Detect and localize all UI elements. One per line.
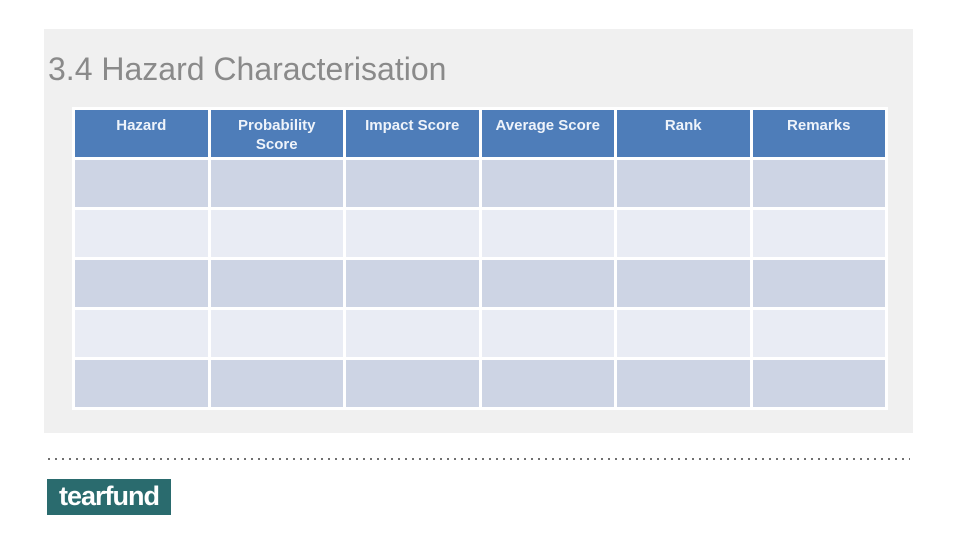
table-row xyxy=(75,210,885,257)
table-cell xyxy=(210,360,343,407)
table-cell xyxy=(617,360,750,407)
table-cell xyxy=(346,160,479,207)
tearfund-logo: tearfund xyxy=(47,479,171,515)
tearfund-logo-text: tearfund xyxy=(59,480,160,511)
table-cell xyxy=(210,310,343,357)
table-cell xyxy=(752,210,885,257)
column-header-hazard: Hazard xyxy=(75,110,208,157)
table-cell xyxy=(617,210,750,257)
column-header-rank: Rank xyxy=(617,110,750,157)
table-row xyxy=(75,360,885,407)
table-cell xyxy=(752,360,885,407)
table-cell xyxy=(481,210,614,257)
table-cell xyxy=(481,160,614,207)
table-cell xyxy=(752,260,885,307)
table-cell xyxy=(210,210,343,257)
table-cell xyxy=(752,310,885,357)
column-header-impact-score: Impact Score xyxy=(346,110,479,157)
table-cell xyxy=(346,210,479,257)
column-header-average-score: Average Score xyxy=(481,110,614,157)
table-cell xyxy=(617,260,750,307)
table-cell xyxy=(75,210,208,257)
table-row xyxy=(75,260,885,307)
table-body xyxy=(75,160,885,407)
hazard-table: Hazard Probability Score Impact Score Av… xyxy=(72,107,888,410)
table-cell xyxy=(617,310,750,357)
table-row xyxy=(75,310,885,357)
table-cell xyxy=(75,360,208,407)
table-cell xyxy=(210,260,343,307)
table-cell xyxy=(481,360,614,407)
table-cell xyxy=(346,360,479,407)
table-header-row: Hazard Probability Score Impact Score Av… xyxy=(75,110,885,157)
table-cell xyxy=(752,160,885,207)
table-cell xyxy=(346,260,479,307)
column-header-remarks: Remarks xyxy=(752,110,885,157)
table-cell xyxy=(481,260,614,307)
table-cell xyxy=(210,160,343,207)
table-cell xyxy=(346,310,479,357)
slide-title: 3.4 Hazard Characterisation xyxy=(48,51,447,87)
table-cell xyxy=(75,160,208,207)
table-row xyxy=(75,160,885,207)
dotted-separator xyxy=(48,458,910,460)
table-cell xyxy=(75,260,208,307)
table-cell xyxy=(481,310,614,357)
slide-content-area: 3.4 Hazard Characterisation Hazard Proba… xyxy=(44,29,913,433)
table-cell xyxy=(75,310,208,357)
column-header-probability-score: Probability Score xyxy=(210,110,343,157)
table-cell xyxy=(617,160,750,207)
